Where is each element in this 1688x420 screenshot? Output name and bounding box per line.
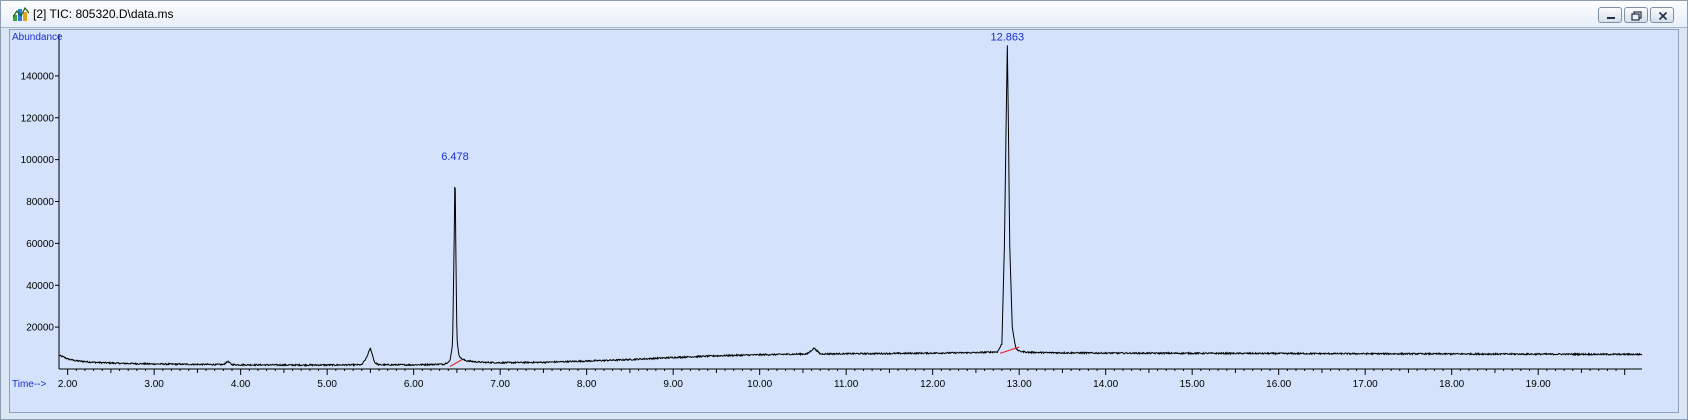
- x-tick-label: 6.00: [404, 379, 424, 390]
- x-tick-label: 8.00: [577, 379, 597, 390]
- chromatogram-app-icon: [13, 7, 29, 21]
- x-tick-label: 5.00: [317, 379, 337, 390]
- x-tick-label: 7.00: [490, 379, 510, 390]
- x-tick-label: 9.00: [663, 379, 683, 390]
- y-tick-label: 40000: [26, 281, 54, 292]
- close-icon: [1658, 11, 1668, 21]
- x-tick-label: 14.00: [1093, 379, 1118, 390]
- minimize-button[interactable]: [1598, 7, 1622, 23]
- y-axis-title: Abundance: [12, 32, 63, 43]
- y-tick-label: 80000: [26, 197, 54, 208]
- close-button[interactable]: [1650, 7, 1674, 23]
- x-tick-label: 11.00: [834, 379, 859, 390]
- integration-baseline: [449, 359, 463, 368]
- title-bar[interactable]: [2] TIC: 805320.D\data.ms: [1, 1, 1687, 28]
- tic-trace: [58, 45, 1643, 368]
- x-tick-label: 16.00: [1266, 379, 1291, 390]
- x-tick-label: 3.00: [144, 379, 164, 390]
- x-tick-label: 12.00: [920, 379, 945, 390]
- y-tick-label: 60000: [26, 239, 54, 250]
- integration-baseline: [999, 346, 1020, 354]
- x-tick-label: 18.00: [1439, 379, 1464, 390]
- y-tick-label: 20000: [26, 323, 54, 334]
- x-tick-label: 4.00: [231, 379, 251, 390]
- y-tick-label: 120000: [21, 113, 55, 124]
- x-tick-label: 17.00: [1353, 379, 1378, 390]
- x-tick-label: 2.00: [58, 379, 78, 390]
- restore-button[interactable]: [1624, 7, 1648, 23]
- restore-icon: [1631, 11, 1642, 21]
- x-axis-title: Time-->: [12, 379, 47, 390]
- peak-label: 12.863: [991, 31, 1025, 43]
- chromatogram-chart: 20000 40000 60000 80000 100000 120000 140000 2.…: [12, 31, 1643, 390]
- x-tick-label: 15.00: [1180, 379, 1205, 390]
- y-tick-label: 140000: [21, 71, 55, 82]
- plot-area[interactable]: 20000 40000 60000 80000 100000 120000 140000 2.…: [9, 29, 1679, 413]
- x-tick-label: 10.00: [747, 379, 772, 390]
- minimize-icon: [1607, 17, 1615, 19]
- x-tick-label: 13.00: [1007, 379, 1032, 390]
- peak-label: 6.478: [441, 151, 469, 163]
- window-title: [2] TIC: 805320.D\data.ms: [33, 7, 174, 21]
- y-tick-label: 100000: [21, 155, 55, 166]
- x-tick-label: 19.00: [1526, 379, 1551, 390]
